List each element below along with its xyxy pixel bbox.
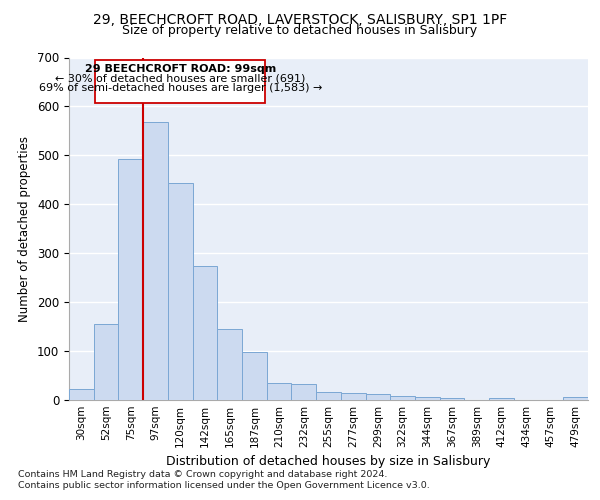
Bar [94, 324, 118, 400]
Bar [390, 396, 415, 400]
Text: 69% of semi-detached houses are larger (1,583) →: 69% of semi-detached houses are larger (… [38, 83, 322, 93]
Text: Contains HM Land Registry data © Crown copyright and database right 2024.: Contains HM Land Registry data © Crown c… [18, 470, 388, 479]
Text: Contains public sector information licensed under the Open Government Licence v3: Contains public sector information licen… [18, 481, 430, 490]
Bar [118, 160, 143, 400]
Bar [341, 392, 365, 400]
Bar [69, 389, 94, 400]
Bar [563, 397, 588, 400]
Bar [489, 398, 514, 400]
Text: ← 30% of detached houses are smaller (691): ← 30% of detached houses are smaller (69… [55, 74, 305, 84]
Bar [415, 397, 440, 400]
Bar [292, 384, 316, 400]
Bar [440, 398, 464, 400]
X-axis label: Distribution of detached houses by size in Salisbury: Distribution of detached houses by size … [166, 456, 491, 468]
Text: 29, BEECHCROFT ROAD, LAVERSTOCK, SALISBURY, SP1 1PF: 29, BEECHCROFT ROAD, LAVERSTOCK, SALISBU… [93, 12, 507, 26]
FancyBboxPatch shape [95, 60, 265, 102]
Text: Size of property relative to detached houses in Salisbury: Size of property relative to detached ho… [122, 24, 478, 37]
Text: 29 BEECHCROFT ROAD: 99sqm: 29 BEECHCROFT ROAD: 99sqm [85, 64, 276, 74]
Bar [217, 329, 242, 400]
Bar [168, 183, 193, 400]
Bar [242, 352, 267, 400]
Bar [365, 394, 390, 400]
Bar [267, 383, 292, 400]
Bar [316, 392, 341, 400]
Y-axis label: Number of detached properties: Number of detached properties [19, 136, 31, 322]
Bar [143, 122, 168, 400]
Bar [193, 266, 217, 400]
